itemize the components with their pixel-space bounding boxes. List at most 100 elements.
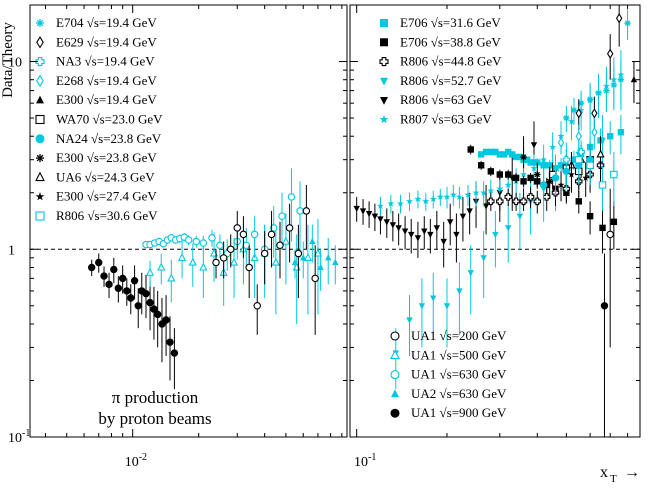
data-point (512, 174, 520, 182)
legend-item-legend-1: E629 √s=19.4 GeV (36, 34, 157, 49)
data-point (530, 159, 538, 166)
data-point (599, 224, 606, 232)
data-point (281, 236, 291, 245)
data-point (562, 155, 571, 164)
y-tick-label-2: 10-1 (8, 428, 30, 446)
data-point (492, 148, 499, 156)
legend-item-legend-7: E300 √s=23.8 GeV (36, 150, 157, 165)
data-point (192, 237, 201, 246)
data-point (291, 258, 299, 266)
y-tick-label-base-0: 10 (8, 56, 22, 71)
data-point (610, 170, 618, 179)
series-left-4 (212, 184, 319, 335)
data-point (496, 151, 504, 158)
data-point (216, 241, 224, 250)
data-point (546, 162, 553, 169)
x-tick-label-left: 10-2 (125, 452, 147, 470)
data-point (492, 231, 499, 239)
data-point (586, 161, 594, 170)
annotation-line-2: by proton beams (98, 409, 211, 428)
data-point (557, 137, 565, 148)
data-point (464, 191, 472, 198)
legend-label: UA1 √s=200 GeV (411, 328, 507, 343)
data-point (130, 277, 139, 285)
data-point (477, 162, 485, 169)
data-point (167, 273, 176, 282)
x-axis-label-arrow: → (624, 464, 640, 481)
legend-marker (35, 171, 45, 182)
data-point (276, 241, 284, 250)
legend-label: UA1 √s=900 GeV (411, 405, 507, 420)
data-point (365, 210, 373, 218)
data-point (300, 254, 307, 261)
data-point (406, 197, 414, 205)
series-left-2 (142, 168, 304, 285)
data-point (595, 89, 602, 97)
series-right-14 (557, 118, 598, 155)
data-point (145, 267, 155, 276)
legend-label: E300 √s=23.8 GeV (56, 150, 157, 165)
data-point (242, 241, 251, 250)
data-point (114, 284, 123, 292)
data-point (455, 193, 463, 200)
data-point (443, 193, 451, 200)
y-tick-label-exp-2: -1 (22, 428, 30, 439)
data-point (505, 171, 512, 178)
legend-label: NA3 √s=19.4 GeV (56, 54, 155, 69)
data-point (100, 272, 108, 280)
data-point (540, 162, 547, 169)
data-point (422, 197, 430, 205)
data-point (591, 127, 598, 138)
data-point (430, 295, 437, 302)
data-point (421, 228, 428, 235)
x-tick-label-base-left: 10 (125, 455, 139, 470)
data-point (199, 239, 208, 247)
data-point (271, 257, 280, 266)
legend-label: NA24 √s=23.8 GeV (56, 131, 162, 146)
data-point (219, 254, 228, 262)
data-point (433, 225, 441, 232)
data-point (567, 170, 575, 178)
x-tick-label-exp-left: -2 (139, 452, 147, 463)
data-point (482, 148, 490, 156)
legend-item-legend_lower-0: UA1 √s=200 GeV (390, 328, 507, 343)
legend-label: E268 √s=19.4 GeV (56, 73, 157, 88)
data-point (596, 149, 605, 158)
data-point (586, 95, 594, 103)
legend-marker (379, 114, 389, 124)
data-point (615, 13, 623, 24)
legend-marker (35, 211, 45, 221)
legend-marker (391, 389, 399, 398)
data-point (267, 230, 276, 239)
data-point (480, 189, 488, 196)
data-point (624, 19, 631, 27)
data-point (146, 298, 154, 307)
data-point (414, 235, 422, 242)
data-point (226, 245, 235, 254)
data-point (527, 159, 534, 166)
data-point (519, 197, 528, 206)
panel-frame-right (349, 4, 641, 438)
legend-item-legend-5: R807 √s=63 GeV (379, 112, 492, 127)
data-point (487, 148, 495, 156)
data-point (504, 181, 512, 188)
legend-item-legend-2: R806 √s=44.8 GeV (379, 54, 502, 69)
data-point (118, 274, 127, 283)
legend-marker (35, 57, 45, 67)
data-point (260, 249, 269, 258)
y-tick-label-0: 10 (8, 56, 22, 71)
legend-label: E704 √s=19.4 GeV (56, 15, 157, 30)
data-point (309, 237, 316, 245)
legend-item-legend_lower-3: UA2 √s=630 GeV (391, 386, 507, 401)
legend-item-legend-0: E704 √s=19.4 GeV (36, 15, 157, 30)
data-point (617, 129, 625, 136)
data-point (353, 205, 360, 213)
data-point (245, 263, 253, 272)
data-point (296, 207, 304, 215)
data-point (606, 133, 614, 140)
series-right-6 (563, 9, 631, 133)
data-point (212, 258, 220, 267)
data-point (199, 262, 208, 271)
data-point (459, 213, 467, 220)
data-point (170, 349, 179, 357)
